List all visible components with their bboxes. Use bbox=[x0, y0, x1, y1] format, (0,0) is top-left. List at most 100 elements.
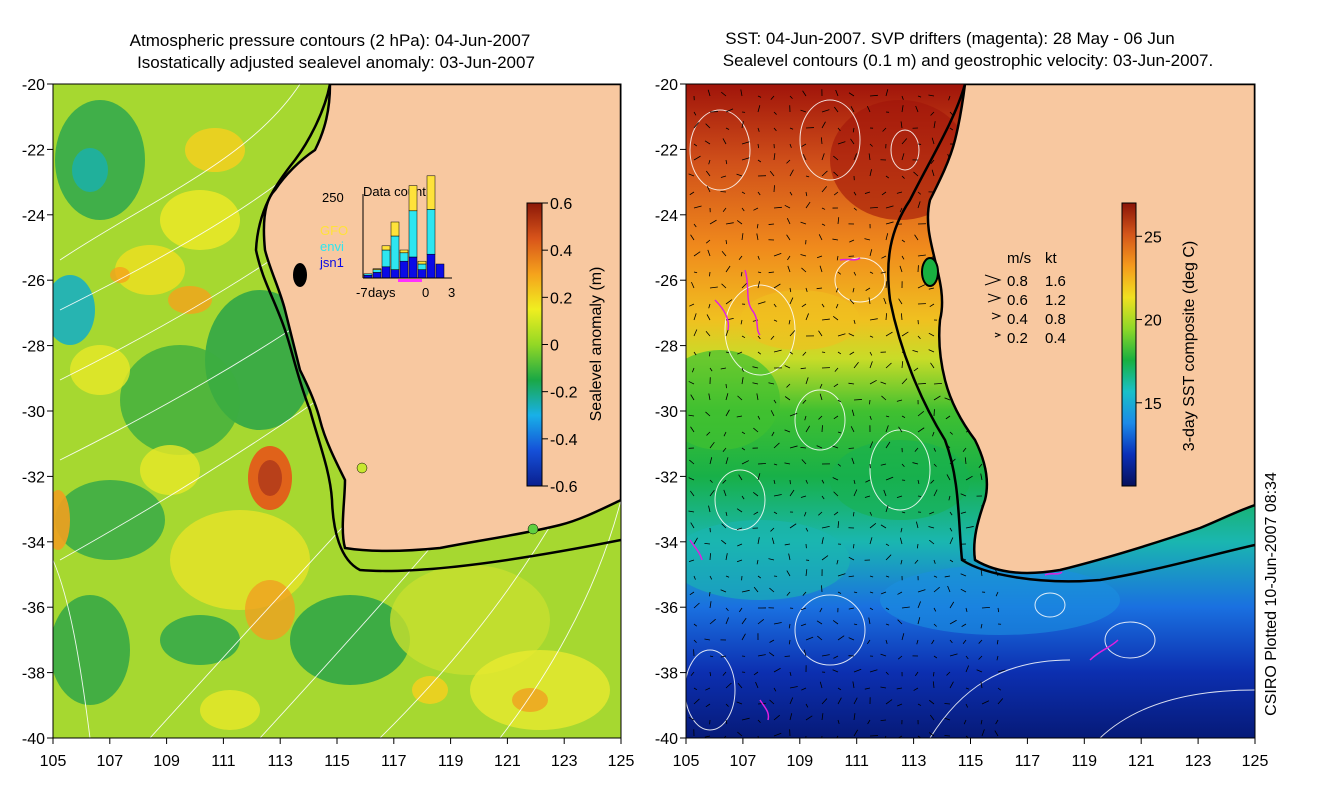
velocity-arrow bbox=[709, 601, 712, 609]
velocity-arrow bbox=[928, 94, 935, 97]
velocity-arrow bbox=[853, 207, 857, 211]
velocity-arrow bbox=[852, 681, 855, 689]
velocity-arrow bbox=[933, 121, 936, 129]
velocity-arrow bbox=[917, 383, 926, 385]
velocity-arrow bbox=[706, 314, 711, 321]
x-tick-label: 125 bbox=[1242, 753, 1269, 770]
velocity-arrow bbox=[869, 361, 873, 369]
velocity-arrow bbox=[741, 495, 745, 500]
velocity-arrow bbox=[929, 699, 935, 705]
station-marker bbox=[527, 523, 539, 535]
velocity-arrow bbox=[722, 447, 727, 452]
right-panel: SST: 04-Jun-2007. SVP drifters (magenta)… bbox=[685, 29, 1280, 739]
velocity-arrow bbox=[709, 553, 711, 561]
velocity-arrow bbox=[884, 735, 887, 738]
velocity-arrow bbox=[869, 669, 878, 673]
legend-envi: envi bbox=[320, 239, 344, 254]
velocity-arrow bbox=[853, 271, 857, 276]
velocity-arrow bbox=[853, 319, 856, 324]
velocity-arrow bbox=[788, 319, 791, 325]
velocity-arrow bbox=[788, 639, 791, 645]
velocity-arrow bbox=[883, 489, 887, 497]
velocity-arrow bbox=[723, 431, 727, 437]
velocity-arrow bbox=[899, 537, 903, 545]
velocity-arrow bbox=[805, 569, 808, 577]
velocity-arrow bbox=[693, 329, 698, 337]
velocity-arrow bbox=[690, 394, 695, 401]
left-shelf-line bbox=[254, 84, 621, 573]
velocity-arrow bbox=[693, 122, 699, 129]
velocity-arrow bbox=[995, 591, 999, 597]
velocity-arrow bbox=[821, 318, 830, 321]
velocity-arrow bbox=[707, 249, 711, 257]
velocity-arrow bbox=[737, 395, 743, 401]
velocity-arrow bbox=[725, 383, 727, 389]
x-tick-label: 125 bbox=[608, 753, 635, 770]
velocity-arrow bbox=[773, 479, 776, 485]
velocity-arrow bbox=[853, 623, 858, 626]
velocity-arrow bbox=[868, 153, 871, 161]
velocity-arrow bbox=[757, 301, 766, 305]
y-tick-label: -32 bbox=[655, 469, 678, 486]
velocity-arrow bbox=[773, 463, 778, 466]
velocity-arrow bbox=[949, 653, 958, 657]
velocity-arrow bbox=[917, 410, 925, 417]
velocity-arrow bbox=[725, 393, 729, 401]
velocity-arrow bbox=[933, 655, 938, 659]
velocity-arrow bbox=[917, 601, 921, 609]
velocity-arrow bbox=[900, 527, 903, 533]
velocity-arrow bbox=[864, 191, 871, 194]
velocity-arrow bbox=[709, 351, 711, 357]
velocity-arrow bbox=[897, 619, 903, 625]
x-tick-label: 121 bbox=[494, 753, 521, 770]
velocity-arrow bbox=[709, 219, 717, 225]
velocity-arrow bbox=[928, 349, 935, 353]
velocity-legend-kt: 0.4 bbox=[1045, 330, 1066, 347]
velocity-arrow bbox=[821, 121, 826, 129]
velocity-arrow bbox=[691, 281, 695, 289]
velocity-arrow bbox=[869, 415, 872, 420]
inset-bar-gfo bbox=[408, 185, 418, 212]
velocity-arrow bbox=[946, 671, 951, 676]
velocity-arrow bbox=[757, 95, 762, 98]
velocity-arrow bbox=[725, 299, 733, 305]
velocity-arrow bbox=[709, 671, 712, 677]
velocity-arrow bbox=[789, 297, 794, 305]
y-tick-label: -40 bbox=[22, 731, 45, 748]
velocity-arrow bbox=[722, 671, 727, 676]
velocity-arrow bbox=[708, 159, 711, 165]
velocity-arrow bbox=[800, 221, 807, 225]
velocity-arrow bbox=[833, 655, 839, 659]
velocity-arrow bbox=[901, 378, 908, 385]
velocity-arrow bbox=[929, 714, 935, 721]
velocity-arrow bbox=[837, 217, 840, 225]
velocity-arrow bbox=[821, 186, 828, 193]
velocity-arrow bbox=[869, 351, 873, 356]
velocity-arrow bbox=[805, 191, 808, 197]
velocity-arrow bbox=[741, 157, 750, 161]
velocity-arrow bbox=[868, 297, 871, 305]
data-count-inset: Data count 250 GFO envi jsn1 -7 days 0 3 bbox=[319, 175, 455, 300]
velocity-arrow bbox=[741, 335, 746, 339]
velocity-arrow bbox=[704, 735, 711, 738]
velocity-arrow bbox=[773, 319, 778, 322]
velocity-arrow bbox=[833, 383, 839, 388]
velocity-arrow bbox=[725, 617, 729, 625]
velocity-arrow bbox=[916, 543, 919, 549]
velocity-arrow bbox=[913, 171, 919, 177]
velocity-arrow bbox=[784, 543, 791, 546]
inset-bar-jsn1 bbox=[399, 260, 409, 279]
velocity-arrow bbox=[833, 171, 839, 177]
velocity-arrow bbox=[789, 127, 794, 130]
velocity-arrow bbox=[997, 607, 1000, 613]
velocity-arrow bbox=[965, 475, 973, 481]
velocity-arrow bbox=[949, 527, 953, 532]
velocity-arrow bbox=[853, 362, 859, 369]
inset-bar-envi bbox=[390, 235, 400, 270]
velocity-arrow bbox=[949, 537, 954, 545]
inset-bar-jsn1 bbox=[381, 266, 391, 279]
velocity-arrow bbox=[690, 671, 695, 676]
velocity-arrow bbox=[917, 95, 922, 98]
right-colorbar-label: 3-day SST composite (deg C) bbox=[1181, 241, 1198, 451]
